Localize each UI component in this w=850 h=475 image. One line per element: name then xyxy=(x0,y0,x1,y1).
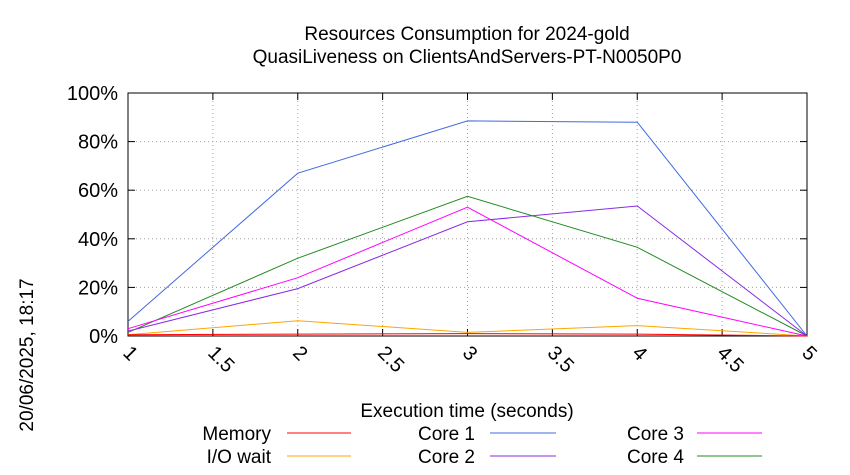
y-tick-label: 40% xyxy=(78,229,118,251)
y-tick-label: 100% xyxy=(67,83,118,105)
series-line-core-3 xyxy=(127,206,808,337)
y-tick-label: 80% xyxy=(78,132,118,154)
y-tick-label: 20% xyxy=(78,277,118,299)
legend-label: I/O wait xyxy=(207,447,272,468)
legend-label: Core 2 xyxy=(418,447,475,468)
series-line-core-1 xyxy=(127,120,808,337)
y-axis-ticks: 0% 20% 40% 60% 80% 100% xyxy=(67,83,807,348)
y-tick-label: 0% xyxy=(89,326,118,348)
grid-lines xyxy=(128,93,807,336)
series-line-memory xyxy=(127,333,808,337)
x-tick-label: 5 xyxy=(797,342,820,365)
series-line-core-2 xyxy=(127,205,808,337)
x-tick-label: 3 xyxy=(458,342,481,365)
x-axis-label: Execution time (seconds) xyxy=(360,401,573,422)
chart-title-line-1: Resources Consumption for 2024-gold xyxy=(304,24,629,45)
legend-label: Memory xyxy=(202,424,271,445)
x-tick-label: 1 xyxy=(118,342,141,365)
x-tick-label: 3.5 xyxy=(543,342,578,377)
chart-title: Resources Consumption for 2024-gold Quas… xyxy=(253,24,682,68)
legend-label: Core 4 xyxy=(627,447,684,468)
timestamp-label: 20/06/2025, 18:17 xyxy=(17,278,38,431)
x-tick-label: 1.5 xyxy=(203,342,238,377)
x-tick-label: 4 xyxy=(628,342,651,365)
legend-label: Core 1 xyxy=(418,424,475,445)
legend-label: Core 3 xyxy=(627,424,684,445)
x-tick-label: 2.5 xyxy=(373,342,408,377)
series-lines xyxy=(127,120,808,337)
y-tick-label: 60% xyxy=(78,180,118,202)
x-tick-label: 2 xyxy=(288,342,311,365)
x-tick-label: 4.5 xyxy=(713,342,748,377)
chart-title-line-2: QuasiLiveness on ClientsAndServers-PT-N0… xyxy=(253,47,682,68)
series-line-core-4 xyxy=(127,195,808,337)
series-line-i-o-wait xyxy=(127,320,808,337)
